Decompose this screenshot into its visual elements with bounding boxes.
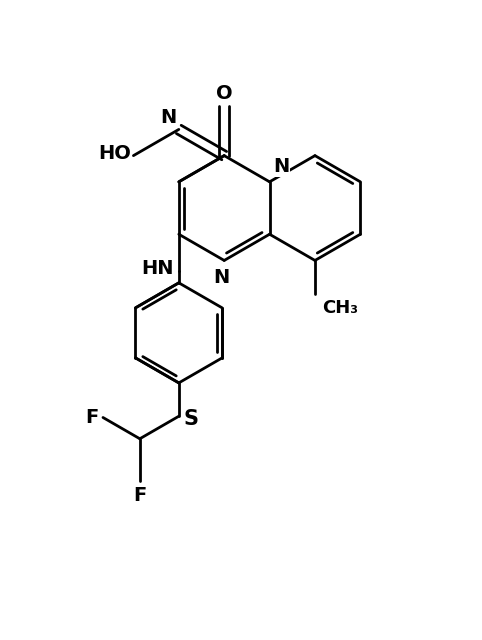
Text: F: F: [133, 486, 147, 505]
Text: N: N: [214, 268, 230, 287]
Text: O: O: [216, 84, 232, 104]
Text: CH₃: CH₃: [322, 298, 358, 317]
Text: N: N: [273, 157, 289, 176]
Text: HO: HO: [98, 144, 131, 163]
Text: S: S: [184, 408, 199, 429]
Text: F: F: [85, 408, 98, 427]
Text: N: N: [160, 108, 176, 127]
Text: HN: HN: [142, 259, 174, 278]
